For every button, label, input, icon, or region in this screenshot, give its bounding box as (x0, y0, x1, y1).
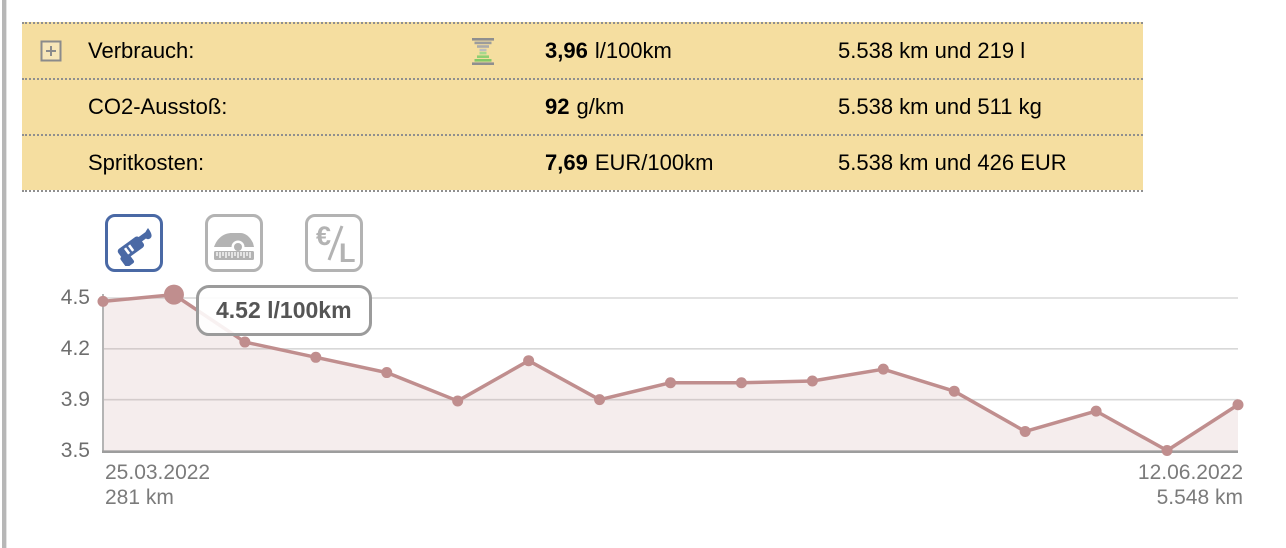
data-point[interactable] (1161, 445, 1173, 456)
row-total: 5.538 km und 511 kg (838, 94, 1042, 119)
y-tick-label: 4.2 (60, 336, 90, 360)
row-value: 7,69 (545, 150, 588, 175)
y-tick-label: 3.5 (60, 438, 90, 462)
row-unit: EUR/100km (594, 150, 714, 175)
euro-symbol: € (316, 221, 331, 251)
tab-distance[interactable] (205, 214, 263, 272)
row-label: CO2-Ausstoß: (88, 94, 228, 119)
row-total: 5.538 km und 426 EUR (838, 150, 1067, 175)
plus-box-icon (40, 40, 62, 62)
data-point[interactable] (948, 385, 960, 397)
data-point[interactable] (239, 336, 251, 348)
row-label: Spritkosten: (88, 150, 205, 175)
summary-table: Verbrauch: 3,96 l/100km 5.538 km und 219 … (22, 22, 1143, 192)
window-edge (2, 0, 7, 548)
consumption-chart: 4.52 l/100km 25.03.2022 281 km 12.06.202… (0, 280, 1286, 548)
data-point-hovered[interactable] (163, 284, 184, 305)
x-axis-start-label: 25.03.2022 281 km (105, 460, 210, 510)
row-value: 3,96 (545, 38, 588, 63)
data-point[interactable] (1232, 399, 1244, 411)
data-point[interactable] (877, 363, 889, 375)
chart-plot[interactable] (0, 280, 1286, 470)
liter-symbol: L (339, 238, 356, 266)
expand-button[interactable] (40, 40, 62, 62)
y-tick-label: 3.9 (60, 387, 90, 411)
data-point[interactable] (1019, 425, 1031, 437)
data-point-tooltip: 4.52 l/100km (196, 285, 372, 336)
quantity-hourglass-icon (472, 38, 494, 65)
data-point[interactable] (1090, 405, 1102, 417)
data-point[interactable] (310, 351, 322, 363)
table-row-fuel-cost: Spritkosten: 7,69 EUR/100km 5.538 km und … (22, 134, 1143, 190)
data-point[interactable] (523, 355, 535, 367)
data-point[interactable] (735, 377, 747, 389)
data-point[interactable] (594, 394, 606, 406)
x-axis-end-label: 12.06.2022 5.548 km (1138, 460, 1243, 510)
start-odometer: 281 km (105, 486, 174, 509)
start-date: 25.03.2022 (105, 461, 211, 484)
data-point[interactable] (806, 375, 818, 387)
data-point[interactable] (381, 367, 393, 379)
table-row-consumption: Verbrauch: 3,96 l/100km 5.538 km und 219 … (22, 22, 1143, 78)
row-unit: g/km (576, 94, 625, 119)
table-row-co2: CO2-Ausstoß: 92 g/km 5.538 km und 511 kg (22, 78, 1143, 134)
data-point[interactable] (452, 395, 464, 407)
row-label: Verbrauch: (88, 38, 195, 63)
y-tick-label: 4.5 (60, 286, 90, 309)
tab-fuel-price[interactable]: € L (305, 214, 363, 272)
area-fill (103, 294, 1238, 451)
end-odometer: 5.548 km (1156, 486, 1243, 509)
tab-consumption[interactable] (105, 214, 163, 272)
data-point[interactable] (97, 295, 109, 307)
end-date: 12.06.2022 (1137, 461, 1243, 484)
row-unit: l/100km (594, 38, 672, 63)
euro-per-liter-icon: € L (316, 221, 356, 266)
fuel-nozzle-icon (117, 228, 152, 266)
car-odometer-icon (214, 233, 254, 260)
data-point[interactable] (665, 377, 676, 389)
row-value: 92 (545, 94, 570, 119)
chart-mode-toolbar: € L (105, 214, 363, 272)
row-total: 5.538 km und 219 l (838, 38, 1026, 63)
